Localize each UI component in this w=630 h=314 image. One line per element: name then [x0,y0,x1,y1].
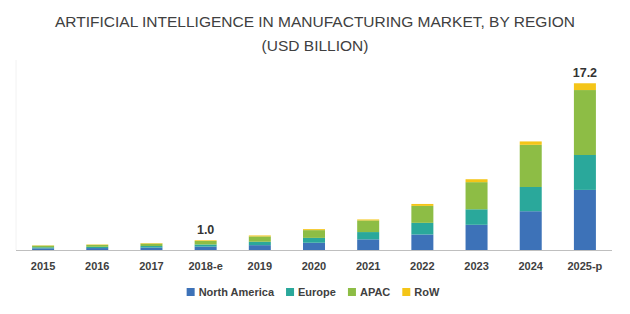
x-tick-label: 2018-e [189,260,223,272]
bar-segment [249,235,271,237]
bar-segment [86,247,108,248]
legend-label: APAC [360,286,390,298]
total-label: 17.2 [573,66,597,80]
legend-swatch [286,288,294,296]
bar-segment [411,223,433,235]
bar-segment [411,204,433,206]
bar-segment [574,190,596,250]
bar-segment [86,244,108,245]
bar-segment [574,90,596,155]
total-label: 1.0 [197,223,214,237]
bar-segment [411,234,433,250]
bar-segment [357,239,379,250]
bar-segment [32,246,54,248]
bar-segment [303,230,325,238]
x-tick-label: 2021 [356,260,380,272]
x-tick-label: 2015 [31,260,55,272]
subtitle: (USD BILLION) [262,37,369,54]
bar-segment [195,247,217,250]
bar-segment [249,236,271,241]
x-tick-label: 2025-p [567,260,602,272]
x-tick-label: 2016 [85,260,109,272]
bar-segment [195,240,217,242]
bar-segment [520,141,542,144]
legend-swatch [402,288,410,296]
bar-segment [303,229,325,231]
bars [32,83,596,250]
bar-segment [195,241,217,244]
x-axis [16,250,612,251]
bar-segment [140,244,162,246]
legend-swatch [348,288,356,296]
bar-segment [520,211,542,250]
bar-segment [520,187,542,211]
title: ARTIFICIAL INTELLIGENCE IN MANUFACTURING… [55,13,575,30]
bar-segment [303,243,325,250]
bar-segment [86,245,108,247]
x-tick-label: 2017 [139,260,163,272]
legend: North America Europe APAC RoW [187,286,440,298]
legend-swatch [187,288,195,296]
bar-segment [466,225,488,250]
bar-segment [357,219,379,221]
bar-segment [86,248,108,250]
bar-segment [466,179,488,182]
bar-segment [520,145,542,187]
x-tick-label: 2023 [464,260,488,272]
legend-label: RoW [414,286,440,298]
bar-segment [140,246,162,248]
y-range-line [16,60,17,250]
bar-segment [140,243,162,244]
bar-segment [466,209,488,225]
bar-segment [249,242,271,245]
x-tick-label: 2024 [518,260,543,272]
bar-segment [249,245,271,250]
bar-segment [140,248,162,250]
bar-segment [32,248,54,250]
bar-segment [195,244,217,246]
chart: ARTIFICIAL INTELLIGENCE IN MANUFACTURING… [0,0,630,314]
bar-segment [574,83,596,90]
x-tick-label: 2022 [410,260,434,272]
bar-segment [357,220,379,232]
bar-segment [303,238,325,243]
legend-label: North America [199,286,275,298]
bar-segment [32,245,54,246]
x-tick-label: 2020 [302,260,326,272]
bar-segment [32,247,54,248]
bar-segment [466,182,488,209]
bar-segment [357,232,379,239]
bar-segment [411,206,433,223]
x-tick-label: 2019 [248,260,272,272]
bar-segment [574,155,596,190]
legend-label: Europe [298,286,336,298]
